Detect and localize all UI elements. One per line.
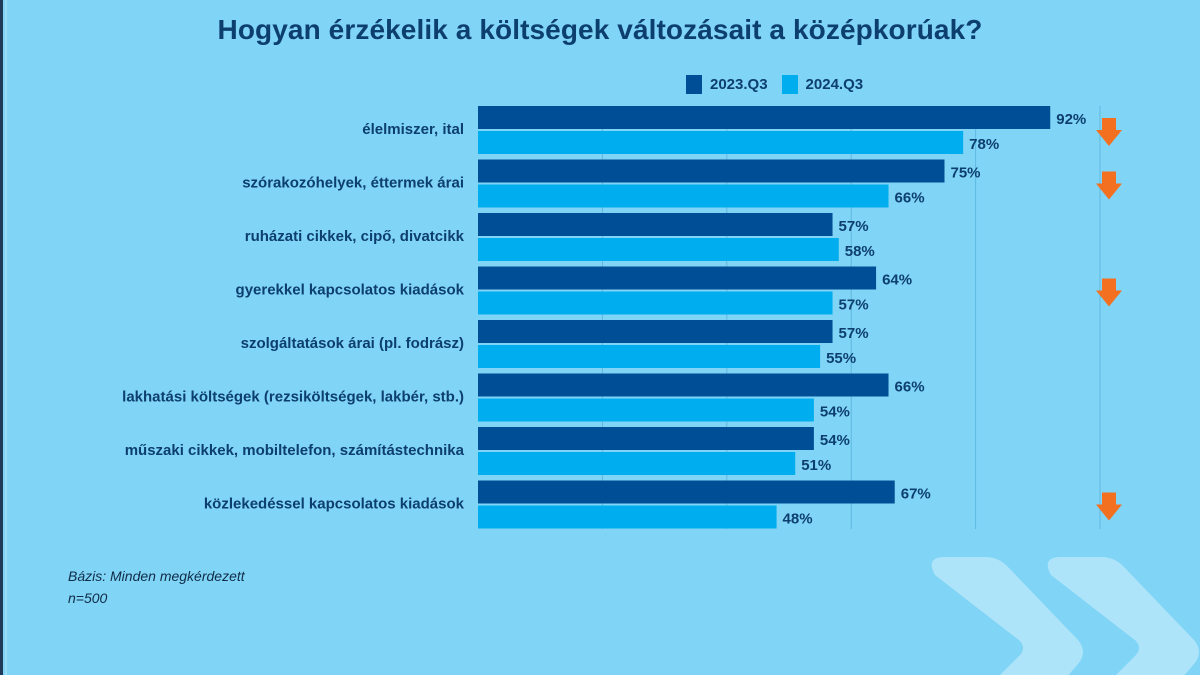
bar-2023.Q3 (478, 106, 1051, 129)
chevron-right-icon (1047, 557, 1199, 675)
category-label: közlekedéssel kapcsolatos kiadások (204, 496, 465, 513)
value-label: 78% (969, 136, 999, 153)
value-label: 54% (820, 432, 850, 449)
bar-2023.Q3 (478, 159, 945, 183)
bar-2024.Q3 (478, 131, 964, 154)
bar-2024.Q3 (478, 452, 796, 475)
bar-2023.Q3 (478, 320, 833, 343)
down-arrow-icon (1096, 492, 1122, 521)
bar-2023.Q3 (478, 373, 889, 397)
category-label: szolgáltatások árai (pl. fodrász) (241, 335, 464, 352)
value-label: 54% (820, 404, 850, 421)
value-label: 66% (895, 379, 925, 396)
footnote-base: Bázis: Minden megkérdezett (68, 568, 245, 584)
category-label: gyerekkel kapcsolatos kiadások (236, 282, 465, 299)
chevron-left-icon (931, 557, 1083, 675)
value-label: 57% (839, 297, 869, 314)
bar-2024.Q3 (478, 291, 833, 315)
bar-2024.Q3 (478, 238, 839, 261)
value-label: 55% (826, 350, 856, 367)
bar-2023.Q3 (478, 266, 877, 290)
bar-2023.Q3 (478, 427, 814, 450)
value-label: 92% (1056, 111, 1086, 128)
value-label: 57% (839, 325, 869, 342)
bar-2024.Q3 (478, 398, 814, 422)
bar-2024.Q3 (478, 184, 889, 208)
category-label: műszaki cikkek, mobiltelefon, számításte… (125, 442, 465, 459)
down-arrow-icon (1096, 171, 1122, 200)
left-edge-highlight (5, 0, 7, 675)
value-label: 66% (895, 190, 925, 207)
bar-2024.Q3 (478, 505, 777, 529)
category-label: ruházati cikkek, cipő, divatcikk (245, 228, 465, 245)
legend-swatch-2024 (781, 75, 798, 94)
value-label: 67% (901, 486, 931, 503)
legend: 2023.Q3 2024.Q3 (686, 75, 877, 94)
value-label: 51% (801, 457, 831, 474)
value-label: 75% (951, 165, 981, 182)
footnote-n: n=500 (68, 590, 108, 606)
bar-2024.Q3 (478, 345, 821, 368)
bar-2023.Q3 (478, 480, 895, 504)
category-label: élelmiszer, ital (362, 121, 464, 138)
legend-swatch-2023 (686, 75, 702, 94)
value-label: 58% (845, 243, 875, 260)
bar-2023.Q3 (478, 213, 833, 236)
value-label: 64% (882, 272, 912, 289)
left-edge-border (0, 0, 3, 675)
category-label: szórakozóhelyek, éttermek árai (242, 175, 464, 192)
down-arrow-icon (1096, 118, 1122, 146)
legend-item-2024: 2024.Q3 (781, 75, 864, 94)
category-label: lakhatási költségek (rezsiköltségek, lak… (122, 389, 464, 406)
down-arrow-icon (1096, 278, 1122, 307)
legend-label-2023: 2023.Q3 (710, 76, 768, 93)
value-label: 48% (783, 511, 813, 528)
legend-item-2023: 2023.Q3 (686, 75, 768, 94)
legend-label-2024: 2024.Q3 (805, 76, 864, 93)
value-label: 57% (839, 218, 869, 235)
chart-title: Hogyan érzékelik a költségek változásait… (217, 14, 983, 45)
